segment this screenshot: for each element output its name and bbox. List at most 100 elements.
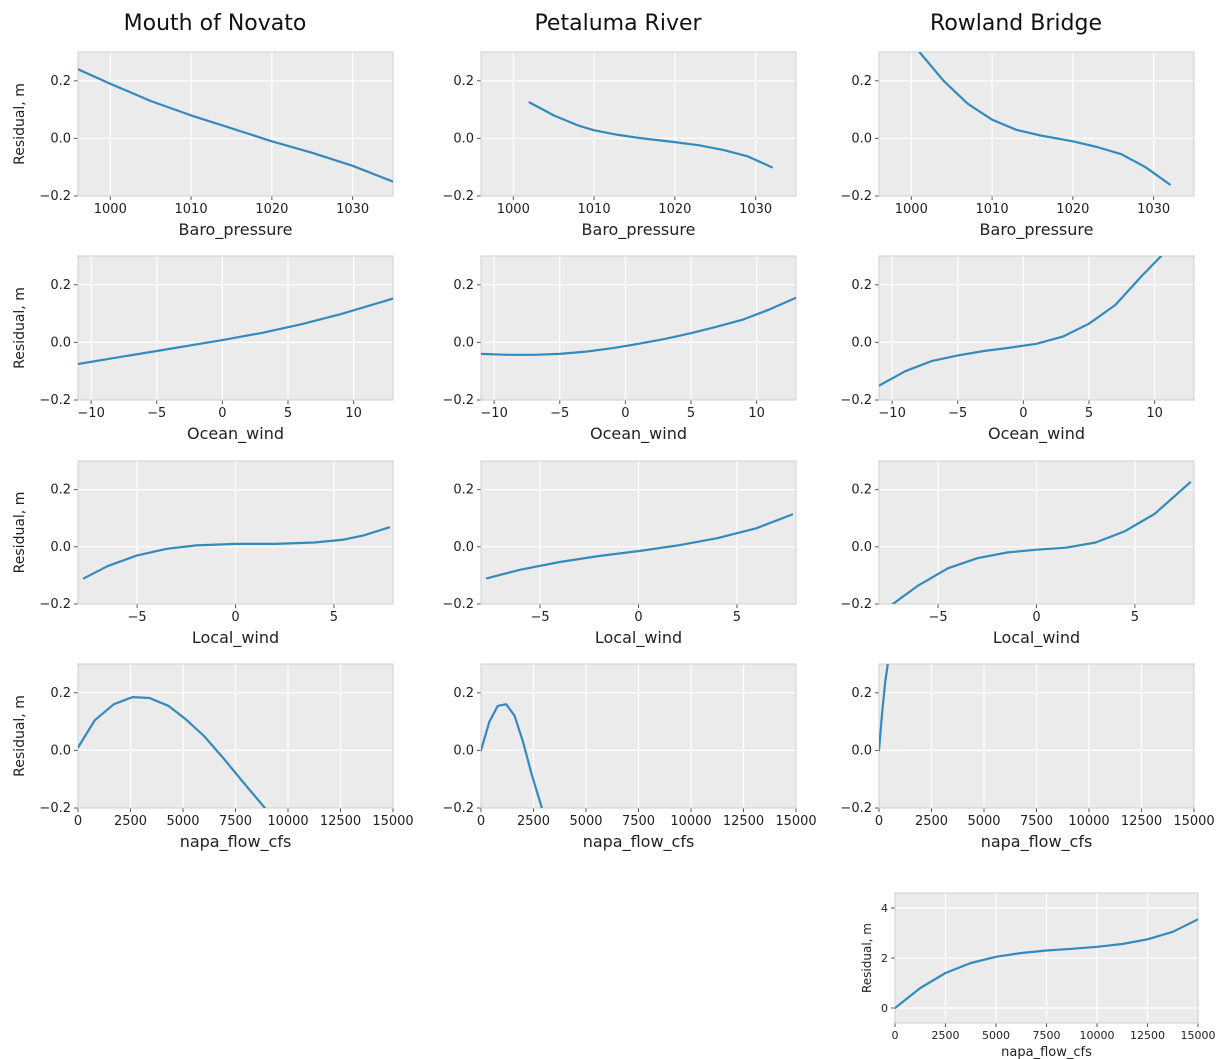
x-tick-label: −5 [928,610,947,625]
x-axis-label: Ocean_wind [988,424,1085,444]
x-tick-label: 1030 [1137,202,1170,217]
y-tick-label: 0.0 [851,335,872,350]
plot-frame [878,460,1195,605]
x-tick-label: 0 [621,406,629,421]
x-tick-label: 0 [74,814,82,829]
y-axis-label: Residual, m [860,923,874,993]
series-line [485,513,794,580]
x-axis-label: Local_wind [595,628,682,648]
x-tick-label: 5000 [166,814,199,829]
subplot-r0-c0: 1000 1010 1020 1030 −0.2 0.0 0.2 Baro_pressure R… [12,51,394,240]
x-axis-label: Baro_pressure [179,220,293,240]
x-axis-label: Local_wind [192,628,279,648]
y-tick-label: −0.2 [442,597,474,612]
x-tick-label: 5 [687,406,695,421]
y-axis-label: Residual, m [12,83,28,165]
x-tick-label: 1010 [976,202,1009,217]
x-tick-label: −5 [550,406,569,421]
y-tick-label: −0.2 [39,189,71,204]
x-tick-label: 1000 [497,202,530,217]
plot-frame [77,663,394,809]
x-tick-label: 2500 [915,814,948,829]
x-tick-label: 0 [1032,610,1040,625]
subplot-r1-c2: −10 −5 0 5 10 −0.2 0.0 0.2 Ocean_wind [840,255,1195,444]
x-tick-label: 0 [218,406,226,421]
subplot-r1-c0: −10 −5 0 5 10 −0.2 0.0 0.2 Ocean_wind Residual, m [12,255,394,444]
x-tick-label: 2500 [517,814,550,829]
y-tick-label: 0.2 [50,483,71,498]
x-tick-label: 12500 [723,814,764,829]
subplot-r2-c2: −5 0 5 −0.2 0.0 0.2 Local_wind [840,460,1195,648]
plot-frame [894,892,1199,1024]
y-tick-label: 0.0 [851,540,872,555]
subplot-r0-c1: 1000 1010 1020 1030 −0.2 0.0 0.2 Baro_pressure [442,51,797,240]
y-axis-label: Residual, m [12,287,28,369]
y-axis-label: Residual, m [12,492,28,574]
y-tick-label: 0.0 [453,743,474,758]
plot-frame [77,255,394,401]
x-tick-label: 1020 [1056,202,1089,217]
subplot-r2-c1: −5 0 5 −0.2 0.0 0.2 Local_wind [442,460,797,648]
y-tick-label: 2 [881,952,888,965]
x-tick-label: −10 [878,406,905,421]
subplot-r3-c0: 0 2500 5000 7500 10000 12500 15000 −0.2 0.0 0.2 na… [12,663,414,852]
plot-frame [878,51,1195,197]
series-line [891,481,1192,604]
plot-area [481,256,796,400]
y-axis-label: Residual, m [12,695,28,777]
column-title-mouth-of-novato: Mouth of Novato [124,11,307,36]
x-tick-label: 15000 [775,814,816,829]
y-tick-label: 0.0 [50,335,71,350]
x-tick-label: 5000 [967,814,1000,829]
x-tick-label: 5 [284,406,292,421]
y-tick-label: 0.2 [50,686,71,701]
plot-area [78,256,393,400]
x-tick-label: 1000 [94,202,127,217]
x-tick-label: −10 [480,406,507,421]
series-line [528,101,773,169]
y-tick-label: −0.2 [39,393,71,408]
x-tick-label: 10 [345,406,362,421]
x-tick-label: 0 [875,814,883,829]
plot-frame [77,51,394,197]
y-tick-label: −0.2 [840,801,872,816]
series-line [78,68,393,183]
y-tick-label: 0.2 [453,278,474,293]
x-tick-label: 0 [634,610,642,625]
x-tick-label: 12500 [1130,1029,1165,1042]
x-tick-label: −5 [147,406,166,421]
x-tick-label: 1020 [255,202,288,217]
plot-area [879,52,1194,196]
y-tick-label: −0.2 [840,189,872,204]
subplot-r3-c2: 0 2500 5000 7500 10000 12500 15000 −0.2 0.0 0.2 na… [840,663,1215,852]
y-tick-label: −0.2 [39,801,71,816]
x-tick-label: 10000 [1080,1029,1115,1042]
series-line [481,703,544,808]
x-tick-label: 7500 [1033,1029,1061,1042]
column-title-petaluma-river: Petaluma River [534,11,702,36]
x-tick-label: −5 [948,406,967,421]
y-tick-label: 0.2 [50,278,71,293]
y-tick-label: 0.0 [851,131,872,146]
x-tick-label: 7500 [1020,814,1053,829]
plot-frame [480,255,797,401]
x-axis-label: Baro_pressure [980,220,1094,240]
series-line [918,52,1171,186]
y-tick-label: 0.0 [50,131,71,146]
x-tick-label: 7500 [219,814,252,829]
y-tick-label: 0.0 [50,743,71,758]
x-tick-label: 5 [1085,406,1093,421]
plot-area [78,52,393,196]
plot-area [481,52,796,196]
plot-area [879,256,1194,400]
y-tick-label: 0 [881,1002,888,1015]
y-tick-label: 0.0 [50,540,71,555]
y-tick-label: 0.2 [851,74,872,89]
x-tick-label: 10000 [670,814,711,829]
plot-frame [878,663,1195,809]
x-axis-label: napa_flow_cfs [180,832,292,852]
plot-frame [480,51,797,197]
x-tick-label: 5 [1131,610,1139,625]
x-axis-label: Local_wind [993,628,1080,648]
y-tick-label: 0.0 [453,335,474,350]
